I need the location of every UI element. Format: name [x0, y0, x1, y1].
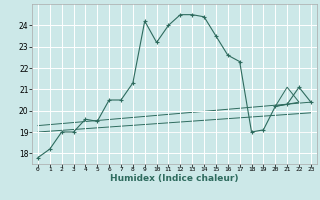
X-axis label: Humidex (Indice chaleur): Humidex (Indice chaleur)	[110, 174, 239, 183]
